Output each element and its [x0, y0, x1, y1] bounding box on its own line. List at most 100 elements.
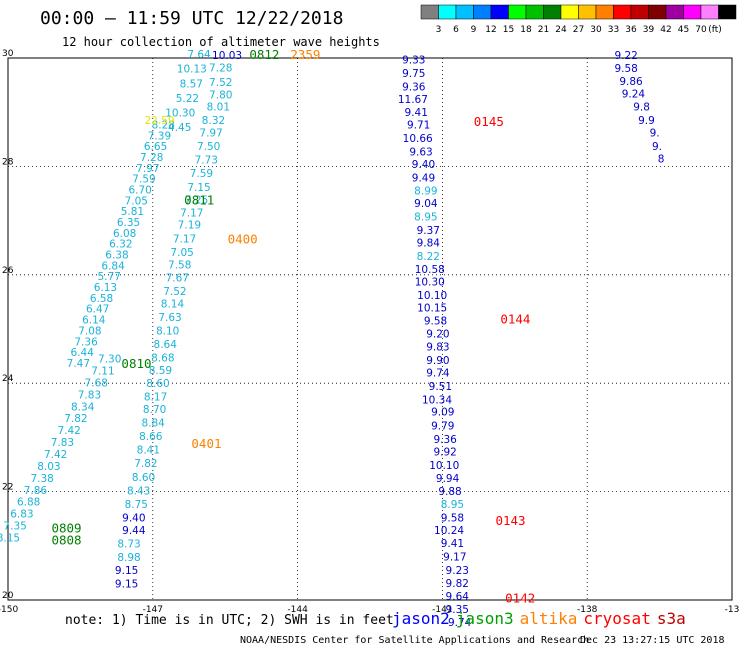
wave-height-value: 9.74 — [426, 368, 450, 380]
wave-height-value: 8.60 — [146, 378, 169, 390]
pass-time-label: 2359 — [290, 47, 320, 62]
wave-height-value: 7.35 — [3, 521, 26, 533]
wave-height-value: 7.80 — [209, 90, 232, 102]
wave-height-value: 8.43 — [127, 485, 150, 497]
wave-height-value: 9.58 — [424, 316, 447, 328]
wave-height-value: 7.25 — [185, 194, 208, 206]
wave-height-value: 7.28 — [140, 152, 163, 164]
legend-tick-label: 12 — [485, 25, 496, 35]
wave-height-value: 9.33 — [402, 54, 425, 66]
wave-height-value: 9.04 — [414, 198, 438, 210]
wave-height-value: 9.75 — [402, 68, 425, 80]
wave-height-value: 10.30 — [415, 277, 445, 289]
lon-tick-label: -147 — [143, 605, 163, 615]
wave-height-value: 6.70 — [128, 185, 151, 197]
wave-height-value: 9.37 — [417, 225, 440, 237]
wave-height-value: 11.67 — [398, 94, 428, 106]
legend-tick-label: 33 — [608, 25, 619, 35]
legend-tick-label: 30 — [590, 25, 602, 35]
wave-height-value: 10.24 — [434, 525, 464, 537]
wave-height-value: 7.82 — [64, 413, 87, 425]
wave-height-value: 8.03 — [37, 461, 60, 473]
wave-height-value: 6.47 — [86, 304, 109, 316]
wave-height-value: 10.13 — [177, 64, 207, 76]
legend-tick-label: 6 — [453, 25, 459, 35]
wave-height-value: 7.05 — [125, 195, 148, 207]
wave-height-value: 9.51 — [429, 381, 452, 393]
lon-tick-label: -138 — [577, 605, 598, 615]
wave-height-value: 6.14 — [82, 315, 106, 327]
wave-height-value: 10.58 — [415, 264, 445, 276]
pass-time-label: 0142 — [505, 591, 535, 606]
wave-height-value: 9.94 — [436, 473, 460, 485]
wave-height-value: 9.90 — [426, 355, 449, 367]
wave-height-value: 7.58 — [168, 259, 191, 271]
wave-height-value: 4.45 — [168, 122, 191, 134]
wave-height-value: 7.82 — [134, 458, 157, 470]
wave-height-value: 7.50 — [197, 141, 220, 153]
wave-height-value: 10.10 — [417, 290, 447, 302]
wave-height-value: 7.05 — [170, 247, 193, 259]
wave-height-value: 7.59 — [190, 168, 213, 180]
pass-time-label: 0810 — [121, 356, 151, 371]
legend-swatch — [718, 4, 737, 20]
legend-tick-label: 18 — [520, 25, 532, 35]
wave-height-value: 8.57 — [180, 78, 203, 90]
legend-tick-label: 21 — [538, 25, 549, 35]
wave-height-value: 7.52 — [209, 77, 232, 89]
wave-height-value: 9.35 — [446, 604, 469, 616]
footer-note: note: 1) Time is in UTC; 2) SWH is in fe… — [65, 613, 394, 628]
satellite-name: altika — [519, 609, 578, 628]
wave-height-value: 9.84 — [417, 238, 441, 250]
wave-height-value: 9.63 — [409, 147, 432, 159]
wave-height-value: 10.10 — [429, 460, 459, 472]
wave-height-value: 5.22 — [176, 93, 199, 105]
legend-tick-label: 39 — [643, 25, 655, 35]
wave-height-value: 9.20 — [426, 329, 449, 341]
wave-height-value: 9.15 — [115, 565, 138, 577]
wave-height-value: 9.17 — [443, 551, 466, 563]
wave-height-value: 6.58 — [90, 293, 113, 305]
wave-height-value: 7.42 — [44, 449, 67, 461]
wave-height-value: 7.19 — [178, 220, 201, 232]
legend-tick-label: 24 — [555, 25, 567, 35]
lon-tick-label: -13 — [725, 605, 740, 615]
pass-time-label: 0808 — [51, 533, 81, 548]
wave-height-value: 9.88 — [438, 486, 461, 498]
wave-height-value: 9.36 — [402, 82, 426, 94]
pass-time-label: 0809 — [51, 520, 81, 535]
wave-height-value: 7.15 — [187, 182, 210, 194]
page-title: 00:00 — 11:59 UTC 12/22/2018 — [40, 8, 344, 29]
wave-height-value: 7.59 — [132, 174, 155, 186]
wave-height-value: 8.17 — [144, 392, 167, 404]
wave-height-value: 7.36 — [74, 336, 98, 348]
wave-height-value: 7.28 — [209, 63, 232, 75]
wave-height-value: 7.73 — [195, 155, 218, 167]
lat-tick-label: 24 — [2, 374, 14, 384]
wave-height-value: 9.79 — [431, 420, 454, 432]
wave-height-value: 8.68 — [151, 353, 174, 365]
wave-height-value: 6.13 — [94, 282, 117, 294]
wave-height-value: 7.52 — [163, 286, 186, 298]
wave-height-value: 7.38 — [30, 473, 53, 485]
wave-height-value: 6.44 — [71, 347, 95, 359]
wave-height-value: 8.66 — [139, 431, 163, 443]
wave-height-value: 7.97 — [136, 163, 159, 175]
wave-height-value: 9.74 — [448, 617, 472, 629]
wave-height-value: 7.86 — [24, 485, 48, 497]
wave-height-value: 6.84 — [101, 260, 125, 272]
pass-time-label: 0143 — [495, 513, 525, 528]
wave-height-value: 9.24 — [622, 89, 646, 101]
lon-tick-label: -144 — [287, 605, 308, 615]
wave-height-value: 8.95 — [441, 499, 464, 511]
lat-tick-label: 30 — [2, 49, 14, 59]
wave-height-value: 9.71 — [407, 119, 430, 131]
lon-tick-label: -150 — [0, 605, 18, 615]
wave-height-value: 8.59 — [149, 365, 172, 377]
wave-height-value: 6.08 — [113, 228, 136, 240]
wave-height-value: 7.17 — [173, 233, 196, 245]
wave-height-value: 5.77 — [98, 271, 121, 283]
wave-height-value: 7.39 — [148, 130, 171, 142]
wave-height-value: 7.11 — [91, 366, 114, 378]
